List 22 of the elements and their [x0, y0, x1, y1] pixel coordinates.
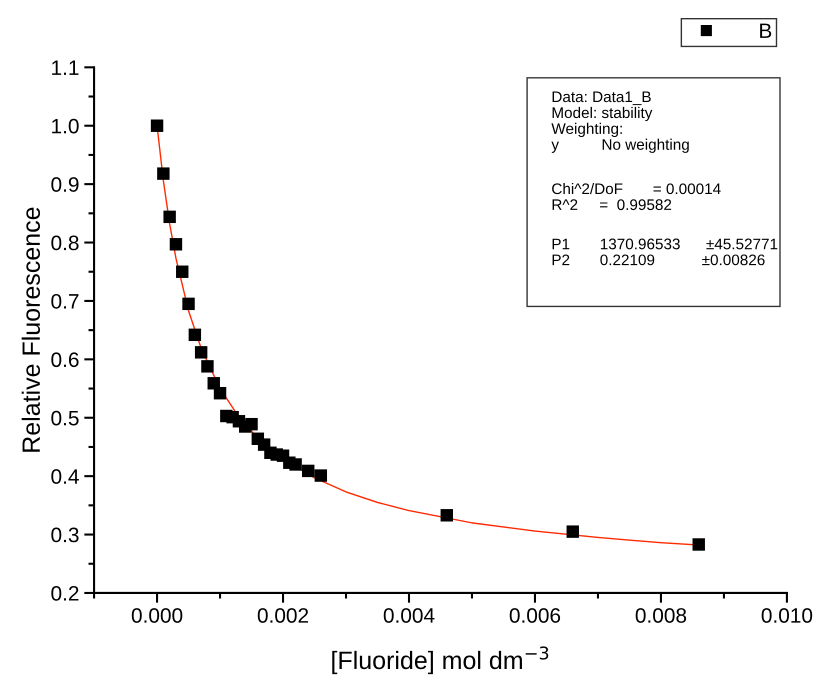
- y-tick-label: 1.1: [52, 60, 78, 75]
- y-tick-label: 0.7: [51, 294, 78, 309]
- x-tick-label: 0.004: [384, 608, 434, 623]
- y-tick-label: 0.2: [51, 586, 78, 601]
- x-tick-label: 0.006: [510, 608, 560, 623]
- x-tick-label: 0.010: [762, 608, 812, 623]
- x-tick-label: 0.002: [258, 608, 308, 623]
- y-tick-label: 0.3: [51, 528, 79, 542]
- annotation: P1 1370.96533 ±45.52771 P2 0.22109 ±0.00826: [552, 238, 778, 266]
- y-tick-label: 0.8: [51, 236, 79, 250]
- y-tick-label: 0.6: [51, 352, 79, 368]
- y-tick-label: 0.4: [51, 469, 79, 484]
- y-tick-label: 0.9: [51, 177, 78, 192]
- y-tick-label: 0.5: [51, 410, 79, 426]
- y-axis-title: Relative Fluorescence: [22, 208, 40, 452]
- y-tick-label: 1.0: [52, 118, 79, 134]
- x-tick-label: 0.008: [636, 608, 686, 623]
- x-axis-title: [Fluoride] mol dm$^{−3}$: [332, 646, 548, 674]
- legend-label: B: [760, 24, 772, 38]
- x-tick-label: 0.000: [132, 608, 182, 623]
- annotation: Chi^2/DoF = 0.00014 R^2 = 0.99582: [552, 182, 721, 210]
- annotation: Data: Data1_B Model: stability Weighting: y No weighting: [551, 92, 689, 153]
